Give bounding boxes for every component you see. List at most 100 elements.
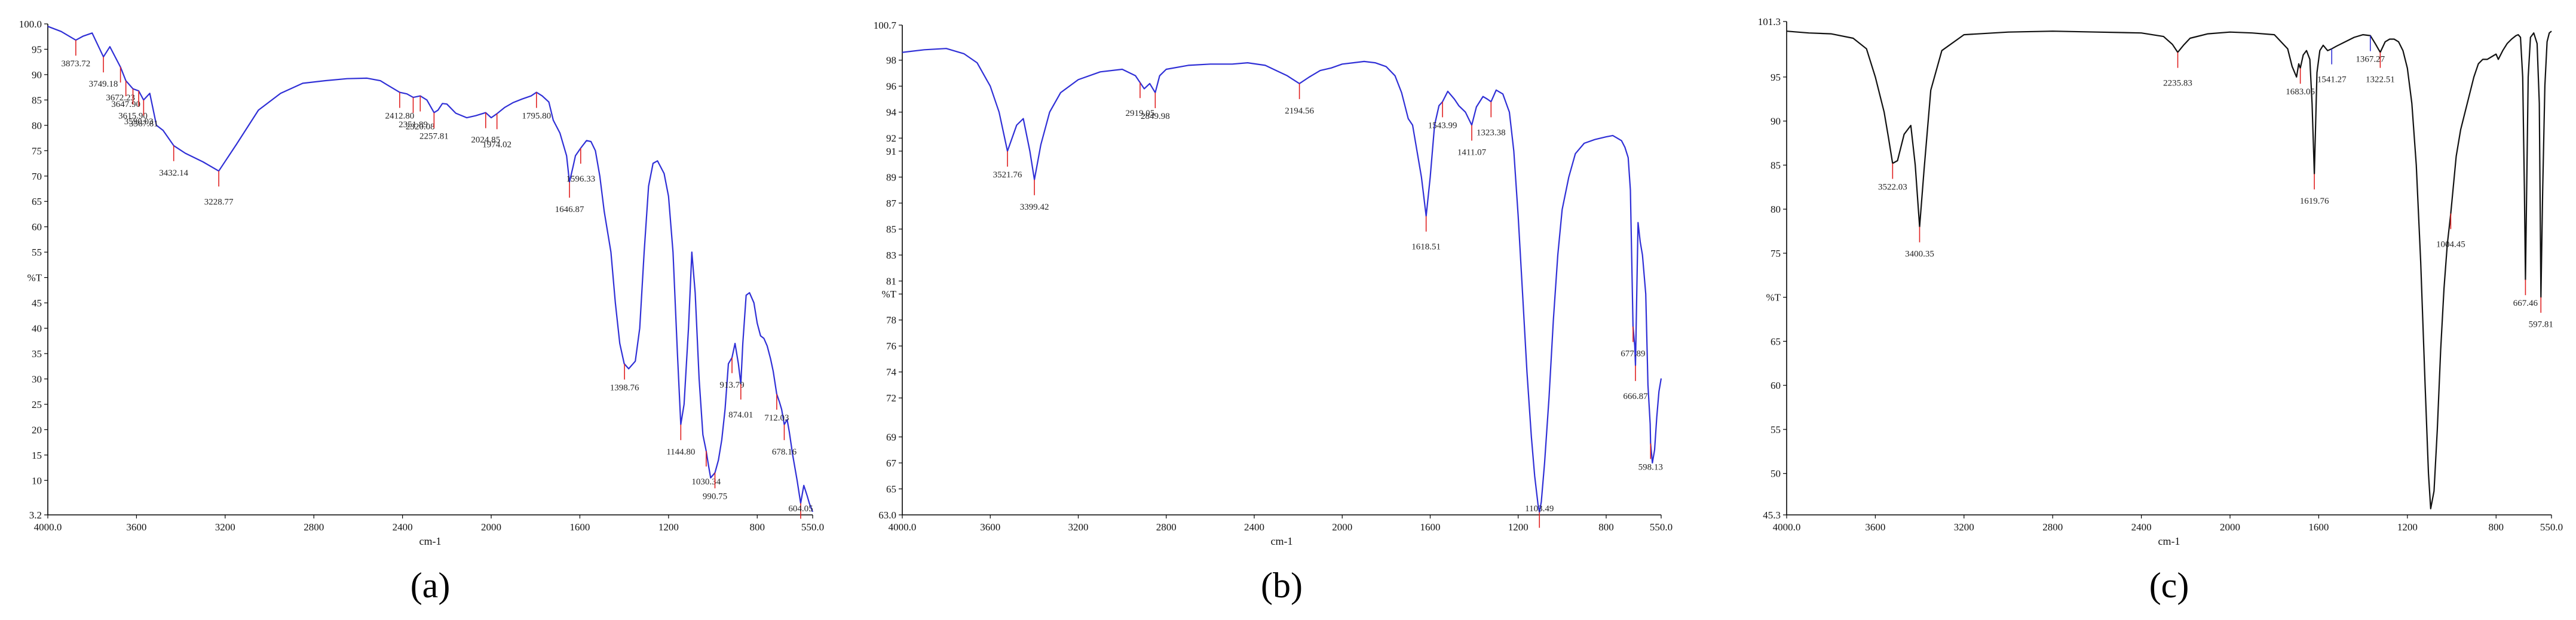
y-tick-label-b: 76 bbox=[886, 340, 896, 352]
x-tick-label-c: 3200 bbox=[1954, 521, 1974, 533]
chart-panel-b: 4000.0 3600 3200 2800 2400 2000 1600 1200 800 550… bbox=[874, 20, 1673, 605]
x-tick-label-a: 2400 bbox=[393, 521, 413, 533]
spectrum-line-b bbox=[902, 48, 1662, 513]
x-tick-label-b: 2400 bbox=[1244, 521, 1264, 533]
peak-label-a: 3647.90 bbox=[111, 100, 140, 109]
peak-label-a: 913.79 bbox=[719, 380, 744, 390]
peak-label-a: 3432.14 bbox=[159, 168, 188, 178]
y-tick-label-c: 60 bbox=[1771, 380, 1781, 391]
y-tick-label-a: 3.2 bbox=[29, 509, 42, 521]
x-tick-label-c: 550.0 bbox=[2540, 521, 2563, 533]
y-tick-label-a: 55 bbox=[32, 247, 42, 258]
y-tick-label-a: 45 bbox=[32, 297, 42, 309]
y-tick-label-c: 80 bbox=[1771, 204, 1781, 215]
x-tick-label-b: 3200 bbox=[1068, 521, 1088, 533]
peak-label-a: 678.16 bbox=[772, 447, 797, 457]
y-tick-label-a: 65 bbox=[32, 196, 42, 207]
y-tick-label-c: 75 bbox=[1771, 248, 1781, 259]
x-tick-label-c: 1200 bbox=[2397, 521, 2418, 533]
peak-label-a: 604.05 bbox=[788, 504, 813, 514]
peak-label-b: 598.13 bbox=[1638, 462, 1663, 472]
peak-label-c: 1367.27 bbox=[2356, 55, 2385, 65]
peak-label-a: 1398.76 bbox=[610, 383, 639, 392]
panel-label-a: (a) bbox=[411, 566, 451, 605]
peak-label-a: 3567.81 bbox=[129, 119, 158, 128]
peak-label-c: 2235.83 bbox=[2163, 79, 2192, 88]
panel-label-b: (b) bbox=[1261, 566, 1303, 605]
y-tick-label-a: 35 bbox=[32, 348, 42, 360]
y-tick-label-b: 96 bbox=[886, 81, 896, 92]
peak-label-b: 1618.51 bbox=[1411, 243, 1441, 252]
peak-label-a: 2320.08 bbox=[406, 122, 435, 132]
y-tick-label-a: 95 bbox=[32, 44, 42, 55]
peak-label-c: 667.46 bbox=[2513, 299, 2538, 308]
x-tick-label-b: 2800 bbox=[1156, 521, 1177, 533]
peak-label-c: 1619.76 bbox=[2300, 197, 2329, 206]
y-tick-label-b: 63.0 bbox=[878, 509, 896, 521]
x-tick-label-c: 4000.0 bbox=[1773, 521, 1801, 533]
peak-label-a: 3228.77 bbox=[204, 197, 234, 207]
y-tick-label-b: 87 bbox=[886, 198, 897, 209]
peak-label-b: 666.87 bbox=[1623, 392, 1648, 401]
y-tick-label-b: 69 bbox=[886, 431, 896, 443]
x-tick-label-c: 2800 bbox=[2042, 521, 2063, 533]
panel-label-c: (c) bbox=[2149, 566, 2189, 605]
peak-label-a: 874.01 bbox=[728, 410, 753, 420]
peak-label-b: 2919.05 bbox=[1126, 109, 1155, 118]
x-tick-label-a: 3200 bbox=[215, 521, 235, 533]
peak-label-a: 3749.18 bbox=[89, 79, 118, 89]
peak-label-c: 1004.45 bbox=[2436, 240, 2465, 250]
x-tick-label-c: 2400 bbox=[2131, 521, 2152, 533]
y-tick-label-c: 101.3 bbox=[1758, 16, 1781, 27]
y-tick-label-b: 78 bbox=[886, 315, 896, 326]
x-axis-label-b: cm-1 bbox=[1271, 535, 1293, 547]
y-tick-label-b: 92 bbox=[886, 133, 896, 144]
y-tick-label-a: 20 bbox=[32, 424, 42, 435]
x-tick-label-a: 4000.0 bbox=[34, 521, 62, 533]
y-tick-label-a: 80 bbox=[32, 120, 42, 131]
peak-label-b: 677.89 bbox=[1621, 349, 1645, 359]
x-tick-label-a: 2000 bbox=[481, 521, 501, 533]
peak-label-a: 2351.89 bbox=[399, 120, 428, 130]
peak-label-c: 1541.27 bbox=[2317, 75, 2347, 85]
peak-label-a: 1596.33 bbox=[566, 174, 595, 184]
x-tick-label-a: 1200 bbox=[658, 521, 679, 533]
y-tick-label-a: 70 bbox=[32, 171, 42, 182]
peak-label-a: 1030.34 bbox=[691, 477, 721, 487]
x-tick-label-c: 3600 bbox=[1865, 521, 1885, 533]
y-tick-label-b: 94 bbox=[886, 107, 897, 118]
x-tick-label-c: 1600 bbox=[2308, 521, 2329, 533]
chart-panel-c: 4000.0 3600 3200 2800 2400 2000 1600 1200 800 550… bbox=[1758, 16, 2563, 605]
spectrum-line-a bbox=[47, 26, 814, 512]
y-tick-label-c: 45.3 bbox=[1763, 509, 1781, 521]
y-tick-label-b: 72 bbox=[886, 392, 896, 404]
y-tick-label-a: 85 bbox=[32, 94, 42, 106]
y-tick-label-a: 90 bbox=[32, 69, 42, 81]
x-tick-label-b: 3600 bbox=[980, 521, 1000, 533]
peak-label-a: 3615.90 bbox=[118, 112, 148, 121]
peak-label-b: 1411.07 bbox=[1457, 148, 1487, 157]
y-tick-label-c: 90 bbox=[1771, 116, 1781, 127]
y-tick-label-a: %T bbox=[27, 272, 42, 284]
spectrum-line-c bbox=[1786, 30, 2552, 509]
x-tick-label-a: 2800 bbox=[304, 521, 324, 533]
x-tick-label-b: 550.0 bbox=[1650, 521, 1673, 533]
peak-label-b: 2194.56 bbox=[1285, 106, 1314, 116]
peak-label-b: 2849.98 bbox=[1141, 112, 1170, 121]
y-tick-label-c: 50 bbox=[1771, 468, 1781, 480]
y-tick-label-a: 15 bbox=[32, 450, 42, 461]
x-tick-label-b: 4000.0 bbox=[889, 521, 917, 533]
y-tick-label-c: %T bbox=[1766, 292, 1781, 303]
y-tick-label-c: 85 bbox=[1771, 159, 1781, 171]
x-tick-label-a: 800 bbox=[749, 521, 765, 533]
x-axis-label-a: cm-1 bbox=[419, 535, 442, 547]
peak-label-c: 1683.05 bbox=[2286, 87, 2315, 97]
peak-label-a: 3672.23 bbox=[106, 93, 135, 103]
peak-label-b: 3521.76 bbox=[993, 170, 1022, 180]
peak-label-a: 712.03 bbox=[764, 413, 789, 423]
x-tick-label-a: 3600 bbox=[126, 521, 146, 533]
y-tick-label-a: 30 bbox=[32, 373, 42, 385]
y-tick-label-b: 98 bbox=[886, 55, 896, 66]
y-tick-label-b: 91 bbox=[886, 146, 896, 157]
